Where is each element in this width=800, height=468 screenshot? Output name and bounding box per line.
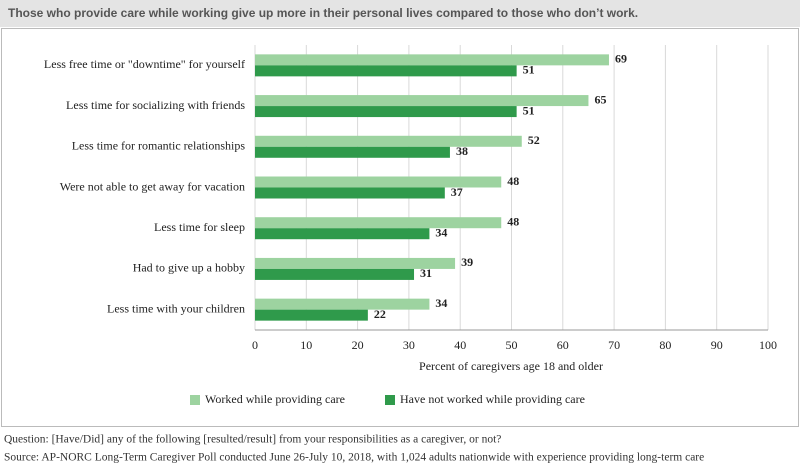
legend-label: Worked while providing care bbox=[205, 392, 345, 406]
legend-swatch bbox=[190, 395, 200, 405]
note: Question: [Have/Did] any of the followin… bbox=[4, 434, 501, 446]
x-tick-label: 20 bbox=[352, 338, 364, 352]
value-label: 34 bbox=[435, 296, 447, 310]
x-tick-label: 100 bbox=[759, 338, 777, 352]
bar bbox=[255, 217, 502, 229]
bar bbox=[255, 187, 445, 199]
x-tick-label: 60 bbox=[557, 338, 569, 352]
y-tick-label: Had to give up a hobby bbox=[133, 261, 245, 275]
legend-label: Have not worked while providing care bbox=[400, 392, 585, 406]
legend-swatch bbox=[385, 395, 395, 405]
value-label: 31 bbox=[420, 266, 432, 280]
value-label: 51 bbox=[523, 63, 535, 77]
x-tick-label: 0 bbox=[252, 338, 258, 352]
x-tick-label: 10 bbox=[300, 338, 312, 352]
value-label: 52 bbox=[528, 133, 540, 147]
y-tick-label: Less time with your children bbox=[107, 301, 245, 315]
chart-title: Those who provide care while working giv… bbox=[8, 6, 638, 20]
bar bbox=[255, 228, 430, 240]
bar bbox=[255, 257, 456, 269]
x-tick-label: 90 bbox=[711, 338, 723, 352]
bar bbox=[255, 176, 502, 188]
x-tick-label: 50 bbox=[506, 338, 518, 352]
bar bbox=[255, 309, 368, 321]
value-label: 48 bbox=[507, 214, 519, 228]
value-label: 37 bbox=[451, 185, 463, 199]
value-label: 65 bbox=[594, 92, 606, 106]
value-label: 39 bbox=[461, 255, 473, 269]
note: Source: AP-NORC Long-Term Caregiver Poll… bbox=[4, 452, 704, 464]
value-label: 51 bbox=[523, 103, 535, 117]
bar bbox=[255, 146, 450, 158]
value-label: 38 bbox=[456, 144, 468, 158]
x-axis-label: Percent of caregivers age 18 and older bbox=[419, 359, 603, 373]
value-label: 69 bbox=[615, 52, 627, 66]
bar bbox=[255, 106, 517, 118]
value-label: 48 bbox=[507, 174, 519, 188]
bar bbox=[255, 54, 609, 66]
bar bbox=[255, 95, 589, 107]
y-tick-label: Less free time or "downtime" for yoursel… bbox=[44, 57, 245, 71]
y-tick-label: Less time for sleep bbox=[154, 220, 245, 234]
x-tick-label: 40 bbox=[454, 338, 466, 352]
bar bbox=[255, 298, 430, 310]
value-label: 34 bbox=[435, 225, 447, 239]
value-label: 22 bbox=[374, 307, 386, 321]
y-tick-label: Less time for romantic relationships bbox=[72, 139, 246, 153]
y-tick-label: Were not able to get away for vacation bbox=[60, 179, 245, 193]
bar bbox=[255, 65, 517, 77]
x-tick-label: 70 bbox=[608, 338, 620, 352]
bar bbox=[255, 268, 415, 280]
x-tick-label: 80 bbox=[659, 338, 671, 352]
x-tick-label: 30 bbox=[403, 338, 415, 352]
y-tick-label: Less time for socializing with friends bbox=[66, 98, 245, 112]
bar bbox=[255, 135, 522, 147]
title-band bbox=[0, 0, 800, 27]
chart-frame bbox=[1, 28, 799, 427]
